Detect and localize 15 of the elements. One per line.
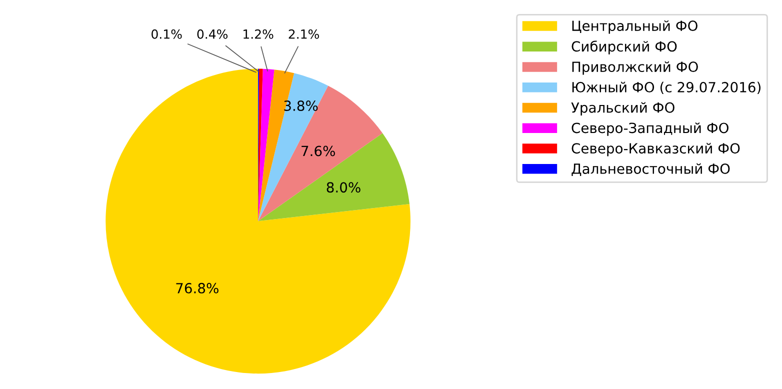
legend-label: Северо-Западный ФО: [572, 122, 728, 136]
legend-label: Северо-Кавказский ФО: [572, 142, 740, 156]
data-label: 0.4%: [197, 29, 228, 39]
data-label: 1.2%: [244, 29, 274, 39]
data-label: 2.1%: [288, 29, 319, 39]
legend-label: Приволжский ФО: [572, 61, 698, 75]
legend-label: Центральный ФО: [572, 20, 698, 34]
legend-label: Южный ФО (с 29.07.2016): [572, 82, 760, 94]
legend-label: Сибирский ФО: [572, 40, 677, 54]
data-label: 7.6%: [302, 146, 335, 156]
data-label: 76.8%: [176, 282, 218, 294]
data-label: 0.1%: [152, 29, 182, 39]
legend-label: Уральский ФО: [571, 102, 674, 116]
legend-label: Дальневосточный ФО: [572, 163, 730, 176]
data-label: 8.0%: [326, 182, 360, 193]
